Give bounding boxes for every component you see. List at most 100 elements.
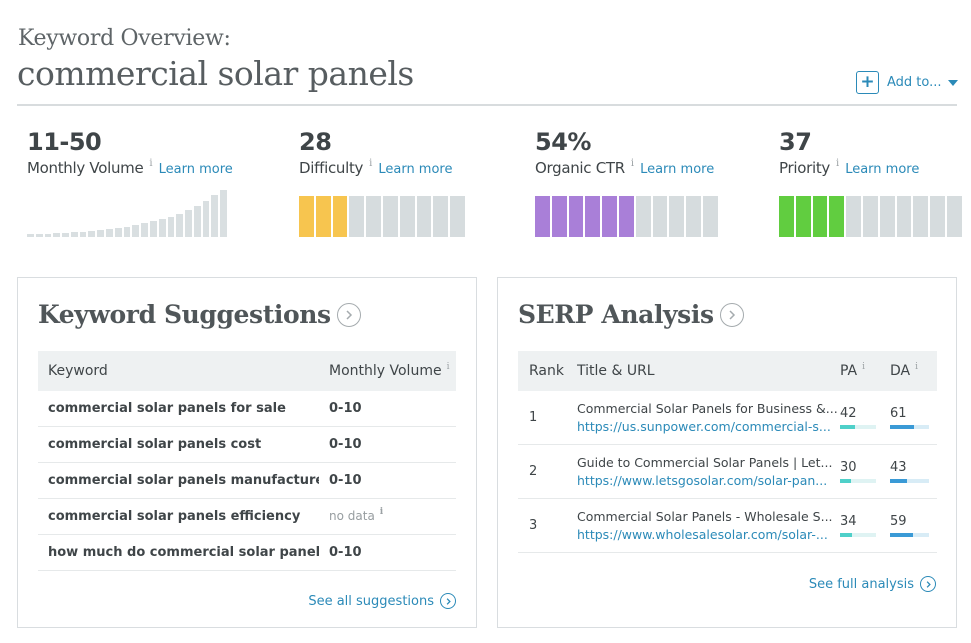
meter-segment-empty (669, 196, 685, 237)
result-title: Guide to Commercial Solar Panels | Let..… (577, 455, 833, 470)
meter-segment-empty (399, 196, 415, 237)
table-row[interactable]: commercial solar panels for sale 0-10 (38, 391, 456, 427)
volume-trend-bar (149, 221, 157, 237)
volume-trend-bar (44, 233, 52, 237)
column-header-keyword[interactable]: Keyword (48, 363, 108, 379)
result-url-link[interactable]: https://www.letsgosolar.com/solar-pan... (577, 473, 828, 488)
rank-cell: 2 (529, 464, 538, 479)
meter-segment-filled (812, 196, 828, 237)
column-header-monthly-volume[interactable]: Monthly Volume i (319, 362, 456, 379)
column-header-title-url[interactable]: Title & URL (577, 363, 655, 379)
info-icon[interactable]: i (862, 362, 866, 372)
table-row[interactable]: commercial solar panels efficiency no da… (38, 499, 456, 535)
keyword-cell: commercial solar panels cost (48, 437, 262, 452)
meter-segment-filled (568, 196, 584, 237)
volume-trend-bar (106, 228, 113, 237)
plus-icon: + (856, 71, 879, 94)
table-row: 3 Commercial Solar Panels - Wholesale S.… (518, 499, 937, 553)
meter-segment-filled (602, 196, 617, 237)
column-header-rank[interactable]: Rank (529, 363, 564, 379)
learn-more-link[interactable]: Learn more (378, 162, 453, 177)
metric-value: 37 (779, 128, 812, 156)
column-header-da[interactable]: DA i (890, 362, 937, 379)
column-label: DA (890, 363, 911, 379)
table-row: 1 Commercial Solar Panels for Business &… (518, 391, 937, 445)
volume-trend-bar (158, 219, 166, 237)
chevron-right-icon[interactable] (336, 302, 361, 327)
info-icon[interactable]: i (446, 362, 450, 372)
result-title: Commercial Solar Panels for Business &..… (577, 401, 838, 416)
da-value: 43 (890, 460, 907, 475)
link-label: See all suggestions (308, 593, 434, 609)
volume-trend-bar (88, 230, 96, 237)
result-url-link[interactable]: https://us.sunpower.com/commercial-s... (577, 419, 831, 434)
metric-organic-ctr: 54% Organic CTR i Learn more (535, 128, 714, 177)
page-title: commercial solar panels (17, 54, 414, 93)
result-url-link[interactable]: https://www.wholesalesolar.com/solar-... (577, 527, 828, 542)
info-icon[interactable]: i (915, 362, 919, 372)
add-to-button[interactable]: + Add to... (856, 71, 958, 94)
metric-name: Monthly Volume (27, 159, 144, 177)
meter-segment-empty (416, 196, 432, 237)
learn-more-link[interactable]: Learn more (158, 162, 233, 177)
chevron-right-icon (920, 576, 936, 592)
da-bar (890, 533, 929, 537)
monthly-volume-trend-chart (27, 185, 227, 237)
info-icon[interactable]: i (836, 158, 840, 169)
see-full-analysis-link[interactable]: See full analysis (809, 576, 936, 592)
link-label: See full analysis (808, 576, 914, 592)
page-subtitle: Keyword Overview: (18, 26, 231, 51)
rank-cell: 3 (529, 518, 538, 533)
da-bar-fill (890, 425, 914, 429)
column-label: Monthly Volume (329, 363, 442, 379)
table-row[interactable]: commercial solar panels manufacturers 0-… (38, 463, 456, 499)
info-icon[interactable]: i (369, 158, 373, 169)
da-value: 61 (890, 406, 907, 421)
keyword-suggestions-table: Keyword Monthly Volume i commercial solar… (38, 351, 456, 571)
volume-trend-bar (185, 209, 192, 237)
metric-priority: 37 Priority i Learn more (779, 128, 919, 177)
pa-cell: 42 (840, 406, 890, 429)
meter-segment-filled (332, 196, 348, 237)
result-title: Commercial Solar Panels - Wholesale S... (577, 509, 833, 524)
meter-segment-empty (652, 196, 668, 237)
da-cell: 61 (890, 406, 937, 429)
meter-segment-empty (635, 196, 651, 237)
see-all-suggestions-link[interactable]: See all suggestions (308, 593, 456, 609)
pa-bar (840, 425, 876, 429)
learn-more-link[interactable]: Learn more (640, 162, 715, 177)
info-icon[interactable]: i (149, 158, 153, 169)
table-row[interactable]: commercial solar panels cost 0-10 (38, 427, 456, 463)
chevron-right-icon (440, 593, 456, 609)
table-row[interactable]: how much do commercial solar panels cost… (38, 535, 456, 571)
volume-cell: 0-10 (329, 545, 362, 560)
organic-ctr-meter (535, 196, 718, 237)
volume-trend-bar (70, 232, 78, 237)
meter-segment-filled (535, 196, 550, 237)
metric-value: 28 (299, 128, 332, 156)
da-bar (890, 425, 929, 429)
volume-trend-bar (202, 200, 210, 237)
metric-monthly-volume: 11-50 Monthly Volume i Learn more (27, 128, 233, 177)
difficulty-meter (299, 196, 465, 237)
info-icon[interactable]: i (630, 158, 635, 169)
volume-trend-bar (97, 229, 105, 237)
column-header-pa[interactable]: PA i (840, 362, 890, 379)
meter-segment-empty (450, 196, 465, 237)
keyword-cell: how much do commercial solar panels cost (48, 545, 319, 560)
pa-bar-fill (840, 479, 851, 483)
learn-more-link[interactable]: Learn more (845, 162, 920, 177)
da-cell: 59 (890, 514, 937, 537)
chevron-right-icon[interactable] (719, 302, 744, 327)
volume-cell: 0-10 (329, 437, 362, 452)
meter-segment-filled (618, 196, 634, 237)
metric-name: Priority (779, 159, 830, 177)
add-to-label: Add to... (887, 75, 942, 90)
info-icon[interactable]: i (379, 507, 384, 517)
serp-table: Rank Title & URL PA i DA i 1 Commercial So… (518, 351, 937, 553)
table-header: Rank Title & URL PA i DA i (518, 351, 937, 391)
table-row: 2 Guide to Commercial Solar Panels | Let… (518, 445, 937, 499)
pa-cell: 30 (840, 460, 890, 483)
da-bar-fill (890, 533, 913, 537)
volume-trend-bar (220, 190, 227, 237)
